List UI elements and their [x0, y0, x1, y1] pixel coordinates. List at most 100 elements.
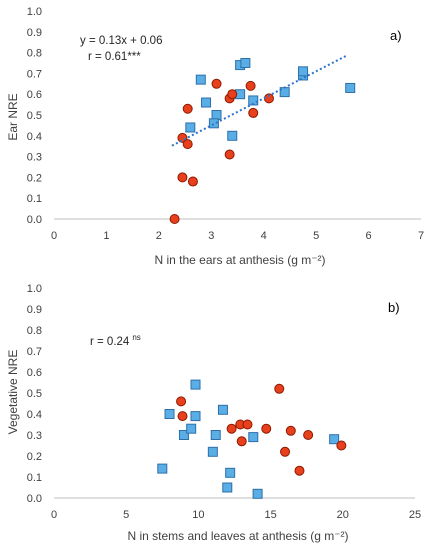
data-point-square: [186, 423, 197, 434]
data-point-circle: [294, 465, 305, 476]
data-points-b: [157, 379, 347, 499]
panel-label-b: b): [388, 300, 400, 315]
y-tick-label: 1.0: [27, 6, 42, 18]
y-tick-label: 0.3: [27, 152, 42, 164]
data-point-square: [329, 434, 340, 445]
data-point-circle: [182, 139, 193, 150]
r-superscript-b: ns: [132, 333, 140, 342]
x-tick-label: 0: [51, 509, 57, 521]
data-point-square: [298, 66, 309, 77]
data-point-square: [240, 58, 251, 68]
x-tick-label: 5: [123, 509, 129, 521]
r-label-a: r = 0.61***: [88, 51, 141, 63]
y-tick-label: 0.8: [27, 48, 42, 60]
panel-b-chart: 0.0 0.1 0.2 0.3 0.4 0.5 0.6 0.7 0.8 0.9 1.0 0 5 10 15…: [6, 283, 421, 543]
data-point-circle: [227, 89, 238, 100]
data-point-square: [157, 463, 168, 474]
y-tick-label: 0.9: [27, 27, 42, 39]
y-axis-title-b: Vegetative NRE: [6, 350, 20, 435]
data-point-circle: [226, 423, 237, 434]
data-point-square: [185, 122, 196, 133]
y-tick-label: 0.0: [27, 493, 42, 505]
data-point-circle: [242, 419, 253, 430]
data-point-circle: [245, 80, 256, 91]
y-tick-label: 1.0: [27, 283, 42, 295]
x-tick-label: 4: [261, 230, 267, 242]
x-tick-label: 3: [208, 230, 214, 242]
x-tick-label: 1: [103, 230, 109, 242]
x-tick-label: 20: [337, 509, 349, 521]
y-tick-label: 0.9: [27, 304, 42, 316]
y-tick-label: 0.7: [27, 346, 42, 358]
data-point-square: [201, 97, 212, 108]
y-tick-label: 0.2: [27, 172, 42, 184]
x-tick-labels-b: 0 5 10 15 20 25: [51, 509, 421, 521]
data-point-square: [345, 82, 356, 93]
data-point-square: [248, 95, 259, 106]
y-tick-labels-b: 0.0 0.1 0.2 0.3 0.4 0.5 0.6 0.7 0.8 0.9 1.0: [27, 283, 42, 505]
y-tick-label: 0.5: [27, 388, 42, 400]
data-point-circle: [176, 396, 187, 407]
data-point-square: [211, 110, 222, 120]
data-point-square: [195, 74, 206, 85]
data-point-square: [217, 404, 228, 415]
x-tick-label: 10: [192, 509, 204, 521]
data-point-square: [207, 446, 218, 457]
x-tick-label: 2: [156, 230, 162, 242]
data-point-square: [178, 430, 189, 440]
x-tick-labels-a: 0 1 2 3 4 5 6 7: [51, 230, 424, 242]
data-point-square: [248, 432, 259, 443]
x-tick-label: 15: [264, 509, 276, 521]
data-point-square: [164, 409, 175, 419]
data-point-circle: [211, 78, 222, 89]
y-tick-label: 0.6: [27, 367, 42, 379]
x-axis-title-a: N in the ears at anthesis (g m⁻²): [154, 253, 325, 267]
data-point-square: [252, 488, 263, 499]
data-point-circle: [336, 440, 347, 451]
x-tick-label: 25: [409, 509, 421, 521]
y-tick-label: 0.1: [27, 193, 42, 205]
trendline-a: [171, 54, 349, 147]
y-tick-label: 0.3: [27, 430, 42, 442]
data-point-circle: [261, 423, 272, 434]
data-point-square: [227, 130, 238, 141]
data-point-square: [225, 467, 236, 478]
data-point-square: [210, 430, 221, 440]
y-tick-labels-a: 0.0 0.1 0.2 0.3 0.4 0.5 0.6 0.7 0.8 0.9 1.0: [27, 6, 42, 226]
r-text-b: r = 0.24: [90, 336, 130, 348]
data-point-square: [208, 118, 219, 129]
x-tick-label: 5: [313, 230, 319, 242]
data-point-square: [190, 411, 201, 422]
data-point-circle: [224, 149, 235, 160]
data-point-square: [222, 482, 233, 493]
x-tick-label: 6: [366, 230, 372, 242]
panel-label-a: a): [390, 28, 402, 43]
y-tick-label: 0.0: [27, 214, 42, 226]
data-point-circle: [182, 103, 193, 114]
data-point-circle: [303, 430, 314, 440]
data-point-circle: [248, 107, 259, 118]
r-label-b: r = 0.24 ns: [90, 333, 141, 348]
data-point-circle: [236, 436, 247, 447]
data-point-circle: [285, 425, 296, 436]
y-tick-label: 0.5: [27, 110, 42, 122]
y-tick-label: 0.8: [27, 325, 42, 337]
x-axis-title-b: N in stems and leaves at anthesis (g m⁻²…: [127, 529, 348, 543]
data-point-circle: [177, 172, 188, 183]
panel-a-chart: 0.0 0.1 0.2 0.3 0.4 0.5 0.6 0.7 0.8 0.9 1.0 0 1 2 3 4 5…: [6, 6, 424, 267]
y-tick-label: 0.6: [27, 89, 42, 101]
y-axis-title-a: Ear NRE: [6, 93, 20, 140]
data-point-circle: [169, 214, 180, 224]
data-points-a: [169, 58, 356, 224]
y-tick-label: 0.4: [27, 409, 42, 421]
y-tick-label: 0.1: [27, 472, 42, 484]
y-tick-label: 0.4: [27, 131, 42, 143]
equation-label-a: y = 0.13x + 0.06: [80, 35, 162, 47]
y-tick-label: 0.2: [27, 451, 42, 463]
data-point-circle: [177, 411, 188, 422]
x-tick-label: 7: [418, 230, 424, 242]
data-point-circle: [280, 446, 291, 457]
y-tick-label: 0.7: [27, 68, 42, 80]
data-point-square: [190, 379, 201, 390]
